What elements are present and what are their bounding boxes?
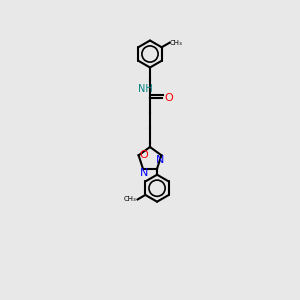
Text: NH: NH xyxy=(138,84,153,94)
Text: O: O xyxy=(140,150,148,160)
Text: N: N xyxy=(140,168,148,178)
Text: O: O xyxy=(164,92,173,103)
Text: CH₃: CH₃ xyxy=(123,196,136,202)
Text: CH₃: CH₃ xyxy=(169,40,182,46)
Text: N: N xyxy=(156,155,164,165)
